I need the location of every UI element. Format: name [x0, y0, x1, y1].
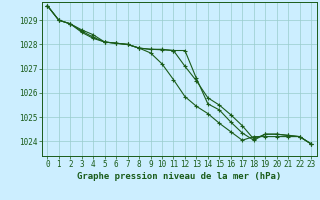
X-axis label: Graphe pression niveau de la mer (hPa): Graphe pression niveau de la mer (hPa) [77, 172, 281, 181]
